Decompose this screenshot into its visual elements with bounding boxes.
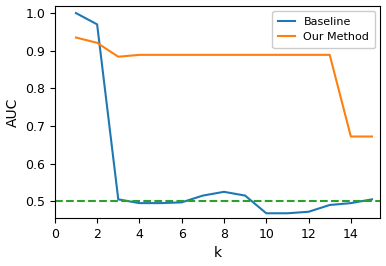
Our Method — [285, 53, 290, 56]
Our Method — [200, 53, 205, 56]
Baseline — [327, 203, 332, 207]
Baseline — [116, 198, 120, 201]
Baseline — [137, 202, 142, 205]
Line: Baseline: Baseline — [76, 13, 372, 213]
Baseline — [179, 201, 184, 204]
Our Method — [158, 53, 163, 56]
Our Method — [370, 135, 374, 138]
Our Method — [349, 135, 353, 138]
Baseline — [370, 198, 374, 201]
Baseline — [264, 212, 269, 215]
Baseline — [285, 212, 290, 215]
Our Method — [306, 53, 311, 56]
Our Method — [95, 41, 100, 44]
Our Method — [243, 53, 247, 56]
Baseline — [95, 23, 100, 26]
Our Method — [116, 55, 120, 58]
Our Method — [137, 53, 142, 56]
Our Method — [327, 53, 332, 56]
Y-axis label: AUC: AUC — [5, 97, 20, 127]
Baseline — [74, 11, 78, 15]
Baseline — [349, 202, 353, 205]
Baseline — [200, 194, 205, 197]
Baseline — [243, 194, 247, 197]
Our Method — [179, 53, 184, 56]
Baseline — [158, 202, 163, 205]
Baseline — [306, 210, 311, 213]
Line: Our Method: Our Method — [76, 38, 372, 136]
Our Method — [264, 53, 269, 56]
Our Method — [222, 53, 226, 56]
Baseline — [222, 190, 226, 193]
X-axis label: k: k — [213, 246, 222, 260]
Our Method — [74, 36, 78, 39]
Legend: Baseline, Our Method: Baseline, Our Method — [273, 11, 375, 48]
